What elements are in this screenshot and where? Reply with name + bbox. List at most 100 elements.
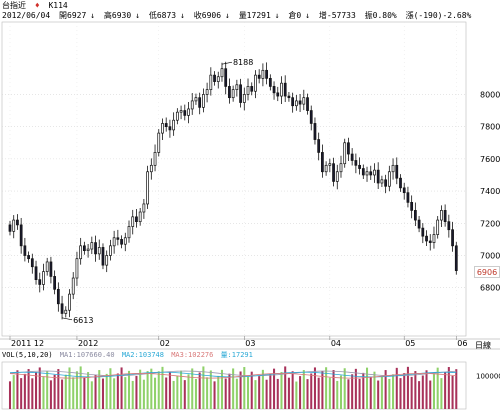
candle-up bbox=[75, 258, 79, 279]
candle-down bbox=[250, 86, 254, 92]
candle-down bbox=[317, 139, 321, 153]
volume-bar-up bbox=[243, 367, 246, 409]
volume-bar-down bbox=[239, 371, 242, 409]
x-tick-label: 05 bbox=[405, 339, 415, 348]
candle-up bbox=[45, 261, 49, 272]
volume-bar-down bbox=[354, 368, 357, 409]
candle-down bbox=[49, 261, 53, 277]
volume-bar-up bbox=[146, 371, 149, 409]
timeframe-label[interactable]: 日線 bbox=[475, 341, 491, 350]
volume-bar-up bbox=[150, 368, 153, 409]
down-arrow-icon: ↓ bbox=[305, 11, 311, 20]
flag-icon[interactable]: ♦ bbox=[34, 1, 40, 10]
candle-up bbox=[380, 179, 384, 184]
open-interest-value: 倉0 bbox=[288, 11, 302, 20]
annotation-leader bbox=[61, 317, 73, 321]
candle-up bbox=[194, 97, 198, 102]
candle-down bbox=[101, 247, 105, 266]
candle-down bbox=[425, 235, 428, 242]
candle-down bbox=[283, 82, 287, 97]
candle-down bbox=[239, 84, 242, 103]
candle-down bbox=[421, 227, 425, 237]
candle-up bbox=[175, 111, 179, 121]
candle-up bbox=[294, 100, 298, 107]
candle-down bbox=[376, 169, 380, 184]
volume-bar-down bbox=[165, 377, 168, 409]
candle-down bbox=[30, 258, 34, 268]
candle-up bbox=[112, 237, 116, 247]
volume-bar-down bbox=[273, 368, 276, 409]
ma2-legend: MA2:103748 bbox=[121, 351, 164, 359]
volume-bar-down bbox=[414, 371, 417, 409]
candle-down bbox=[164, 123, 168, 128]
down-arrow-icon: ↓ bbox=[225, 11, 230, 20]
volume-bar-up bbox=[217, 375, 220, 409]
candle-down bbox=[38, 279, 42, 285]
x-tick-label: 02 bbox=[160, 339, 170, 348]
date-axis: 2011 12 2012 02 03 04 05 06 bbox=[9, 336, 467, 348]
volume-bar-down bbox=[265, 379, 268, 409]
volume-bar-up bbox=[113, 378, 116, 409]
volume-bar-up bbox=[124, 377, 127, 409]
volume-bar-down bbox=[287, 377, 290, 409]
volume-bar-down bbox=[317, 377, 320, 409]
ma1-legend: MA1:107660.40 bbox=[59, 351, 115, 359]
volume-bar-up bbox=[64, 374, 67, 409]
volume-bar-up bbox=[336, 380, 339, 409]
candle-down bbox=[332, 163, 335, 182]
volume-bar-down bbox=[27, 369, 30, 409]
candle-down bbox=[347, 142, 350, 155]
volume-bar-down bbox=[38, 367, 41, 409]
volume-bar-up bbox=[202, 366, 205, 409]
volume-bar-down bbox=[83, 377, 86, 409]
volume-bar-up bbox=[206, 377, 209, 409]
volume-bar-up bbox=[90, 381, 93, 409]
price-axis: 8000 7800 7600 7400 7200 7000 6800 bbox=[480, 90, 500, 292]
volume-bar-down bbox=[35, 372, 38, 409]
candle-up bbox=[235, 84, 239, 90]
volume-bar-up bbox=[176, 375, 179, 409]
annotation-label: 6613 bbox=[73, 316, 93, 325]
down-arrow-icon: ↓ bbox=[90, 11, 96, 20]
annotation-leader bbox=[221, 61, 233, 65]
candle-down bbox=[27, 255, 30, 260]
candle-up bbox=[109, 245, 112, 256]
volume-bar-down bbox=[313, 367, 316, 409]
volume-bar-up bbox=[432, 374, 435, 409]
candle-up bbox=[179, 110, 183, 113]
volume-bar-up bbox=[42, 376, 45, 409]
candle-up bbox=[205, 89, 209, 95]
quote-date: 2012/06/04 bbox=[2, 11, 51, 20]
candle-up bbox=[220, 68, 224, 78]
candle-up bbox=[90, 242, 94, 250]
candle-up bbox=[105, 255, 109, 266]
volume-bar-down bbox=[306, 379, 309, 409]
candle-down bbox=[60, 303, 64, 314]
volume-bar-up bbox=[246, 376, 250, 409]
volume-bar-up bbox=[68, 367, 71, 409]
volume-bar-down bbox=[425, 370, 428, 409]
percent-change-value: 漲(-190)-2.68% bbox=[405, 11, 472, 20]
x-tick-label: 2012 bbox=[78, 339, 98, 348]
volume-bar-down bbox=[377, 380, 380, 409]
volume-bar-down bbox=[16, 370, 19, 409]
volume-bar-up bbox=[127, 370, 131, 409]
candle-up bbox=[231, 89, 235, 99]
volume-bar-up bbox=[280, 372, 283, 409]
candle-up bbox=[138, 211, 142, 223]
volume-bar-down bbox=[358, 378, 361, 409]
low-value: 低6873 bbox=[148, 11, 177, 20]
candle-down bbox=[183, 110, 187, 116]
volume-bar-down bbox=[198, 372, 201, 409]
candle-down bbox=[116, 237, 120, 240]
volume-bar-up bbox=[392, 374, 395, 409]
candle-down bbox=[276, 92, 280, 97]
volume-bar-up bbox=[440, 378, 443, 409]
volume-bar-up bbox=[339, 375, 343, 409]
volume-bar-down bbox=[447, 367, 450, 409]
volume-bar-down bbox=[403, 373, 406, 409]
candle-up bbox=[261, 69, 265, 79]
volume-bar-down bbox=[183, 380, 186, 409]
candle-down bbox=[83, 245, 86, 252]
candle-down bbox=[23, 245, 27, 256]
